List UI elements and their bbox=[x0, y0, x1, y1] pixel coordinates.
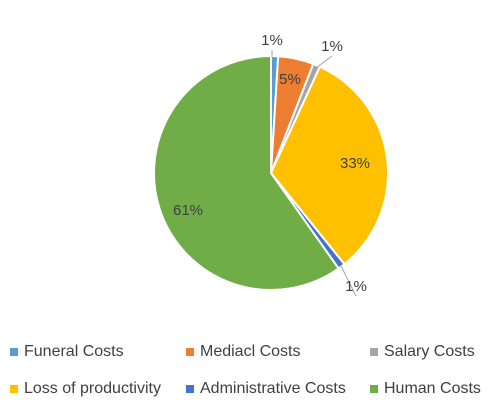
pie-slices bbox=[153, 54, 389, 291]
legend-label: Administrative Costs bbox=[200, 380, 346, 397]
legend-swatch bbox=[186, 348, 194, 356]
leader-line-administrative-costs bbox=[340, 265, 357, 297]
legend-swatch bbox=[10, 385, 18, 393]
legend-item-salary-costs: Salary Costs bbox=[370, 343, 475, 361]
data-label-mediacl-costs: 5% bbox=[279, 71, 301, 88]
legend-swatch bbox=[186, 385, 194, 393]
legend-item-administrative-costs: Administrative Costs bbox=[186, 380, 346, 398]
data-label-loss-of-productivity: 33% bbox=[340, 155, 370, 172]
data-label-human-costs: 61% bbox=[173, 202, 203, 219]
legend-label: Salary Costs bbox=[384, 343, 475, 360]
pie-slice-human-costs bbox=[153, 54, 340, 291]
legend-label: Funeral Costs bbox=[24, 343, 124, 360]
leader-line-salary-costs bbox=[315, 55, 333, 69]
data-label-administrative-costs: 1% bbox=[345, 278, 367, 295]
data-labels: 1% 5% 1% 33% 1% 61% bbox=[173, 32, 370, 295]
legend-label: Loss of productivity bbox=[24, 380, 161, 397]
data-label-salary-costs: 1% bbox=[321, 38, 343, 55]
legend-label: Human Costs bbox=[384, 380, 481, 397]
legend-item-human-costs: Human Costs bbox=[370, 380, 481, 398]
pie-slice-loss-of-productivity bbox=[269, 65, 389, 266]
data-label-funeral-costs: 1% bbox=[261, 32, 283, 49]
legend-swatch bbox=[370, 348, 378, 356]
legend-item-loss-of-productivity: Loss of productivity bbox=[10, 380, 161, 398]
legend-item-mediacl-costs: Mediacl Costs bbox=[186, 343, 300, 361]
legend-item-funeral-costs: Funeral Costs bbox=[10, 343, 124, 361]
legend-swatch bbox=[370, 385, 378, 393]
leader-lines bbox=[271, 50, 357, 297]
legend-label: Mediacl Costs bbox=[200, 343, 301, 360]
legend-swatch bbox=[10, 348, 18, 356]
